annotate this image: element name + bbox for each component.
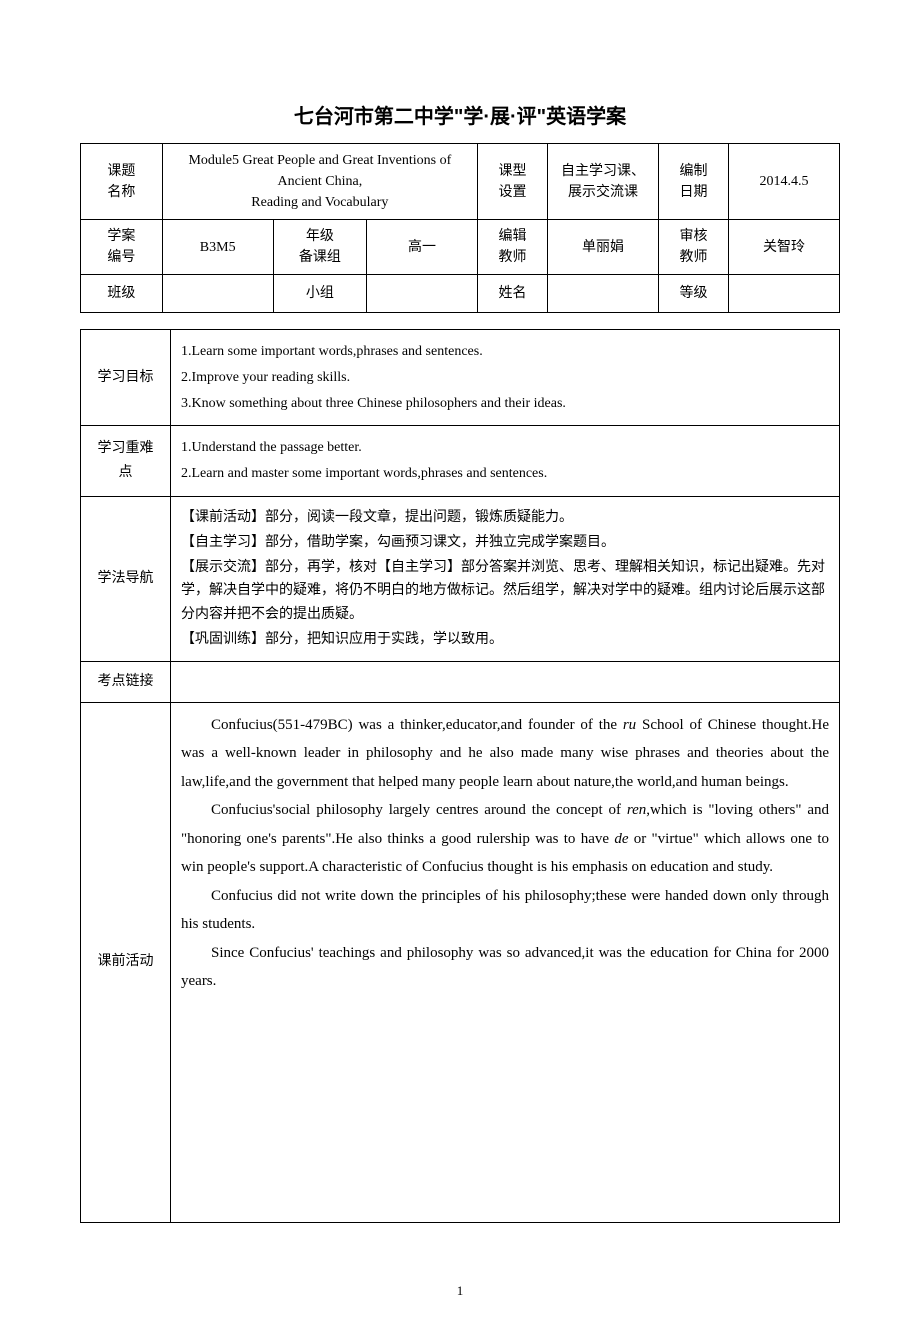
passage-p1: Confucius(551-479BC) was a thinker,educa… — [181, 711, 829, 797]
value-date: 2014.4.5 — [729, 144, 840, 220]
passage-p3: Confucius did not write down the princip… — [181, 882, 829, 939]
header-table: 课题 名称 Module5 Great People and Great Inv… — [80, 143, 840, 313]
difficulty-item: 2.Learn and master some important words,… — [181, 462, 829, 486]
nav-item: 【展示交流】部分，再学，核对【自主学习】部分答案并浏览、思考、理解相关知识，标记… — [181, 556, 829, 627]
label-coursetype: 课型 设置 — [477, 144, 547, 220]
value-reviewer: 关智玲 — [729, 220, 840, 275]
label-level: 等级 — [658, 275, 728, 313]
label-reviewer: 审核 教师 — [658, 220, 728, 275]
label-navigation: 学法导航 — [81, 496, 171, 661]
label-class: 班级 — [81, 275, 163, 313]
label-gradegroup: 年级 备课组 — [273, 220, 366, 275]
value-group — [367, 275, 478, 313]
value-name — [548, 275, 659, 313]
label-activity: 课前活动 — [81, 702, 171, 1222]
label-editor: 编辑 教师 — [477, 220, 547, 275]
value-grade: 高一 — [367, 220, 478, 275]
label-goals: 学习目标 — [81, 330, 171, 426]
value-level — [729, 275, 840, 313]
value-topic: Module5 Great People and Great Invention… — [162, 144, 477, 220]
label-link: 考点链接 — [81, 661, 171, 702]
label-caseno: 学案 编号 — [81, 220, 163, 275]
passage-p2: Confucius'social philosophy largely cent… — [181, 796, 829, 882]
label-name: 姓名 — [477, 275, 547, 313]
difficulty-content: 1.Understand the passage better. 2.Learn… — [171, 426, 840, 497]
value-caseno: B3M5 — [162, 220, 273, 275]
label-difficulty: 学习重难点 — [81, 426, 171, 497]
content-table: 学习目标 1.Learn some important words,phrase… — [80, 329, 840, 1223]
label-topic: 课题 名称 — [81, 144, 163, 220]
value-editor: 单丽娟 — [548, 220, 659, 275]
passage: Confucius(551-479BC) was a thinker,educa… — [181, 711, 829, 996]
label-date: 编制 日期 — [658, 144, 728, 220]
navigation-content: 【课前活动】部分，阅读一段文章，提出问题，锻炼质疑能力。 【自主学习】部分，借助… — [171, 496, 840, 661]
link-content — [171, 661, 840, 702]
value-class — [162, 275, 273, 313]
nav-item: 【自主学习】部分，借助学案，勾画预习课文，并独立完成学案题目。 — [181, 531, 829, 555]
page-number: 1 — [80, 1283, 840, 1299]
label-group: 小组 — [273, 275, 366, 313]
goals-content: 1.Learn some important words,phrases and… — [171, 330, 840, 426]
difficulty-item: 1.Understand the passage better. — [181, 436, 829, 460]
goal-item: 2.Improve your reading skills. — [181, 366, 829, 390]
goal-item: 3.Know something about three Chinese phi… — [181, 392, 829, 416]
page-title: 七台河市第二中学"学·展·评"英语学案 — [80, 100, 840, 129]
passage-p4: Since Confucius' teachings and philosoph… — [181, 939, 829, 996]
goal-item: 1.Learn some important words,phrases and… — [181, 340, 829, 364]
value-coursetype: 自主学习课、展示交流课 — [548, 144, 659, 220]
activity-content: Confucius(551-479BC) was a thinker,educa… — [171, 702, 840, 1222]
nav-item: 【课前活动】部分，阅读一段文章，提出问题，锻炼质疑能力。 — [181, 506, 829, 530]
nav-item: 【巩固训练】部分，把知识应用于实践，学以致用。 — [181, 628, 829, 652]
